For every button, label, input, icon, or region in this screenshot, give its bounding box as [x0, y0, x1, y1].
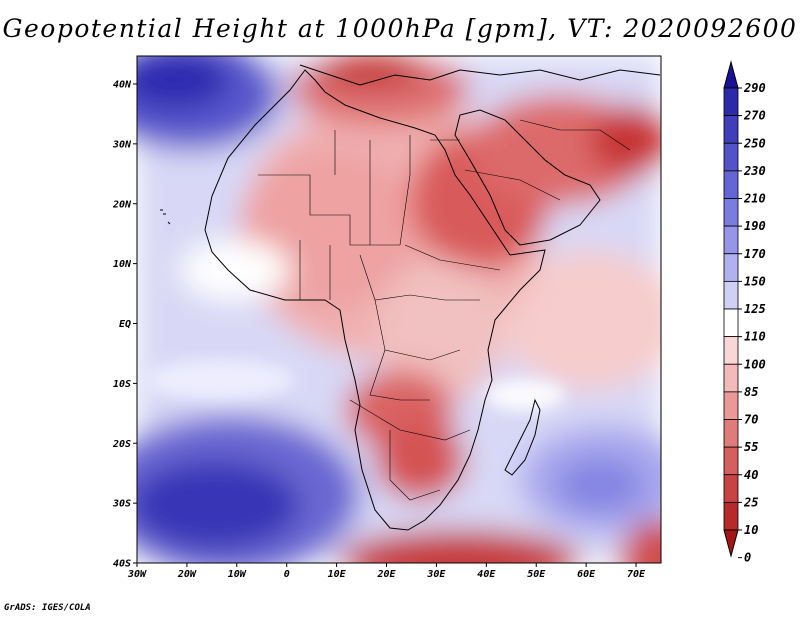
colorbar-label: 290	[743, 81, 766, 95]
colorbar-label: 85	[744, 385, 758, 399]
colorbar-segment	[723, 170, 739, 199]
colorbar-label: 170	[744, 247, 766, 261]
country-borders	[258, 119, 631, 501]
colorbar: 2902702502302101901701501251101008570554…	[723, 60, 766, 565]
colorbar-label: 100	[744, 357, 766, 371]
colorbar-label: 25	[743, 495, 758, 509]
colorbar-segment	[723, 198, 739, 227]
grads-credit: GrADS: IGES/COLA	[4, 603, 91, 613]
europe-coastline	[299, 64, 661, 86]
lon-tick-label: 70E	[627, 569, 646, 580]
colorbar-segment	[723, 363, 739, 393]
colorbar-label: 230	[743, 164, 766, 178]
lat-tick-label: 20N	[112, 199, 132, 210]
lon-tick-label: 10W	[228, 569, 247, 580]
lon-tick-label: 0	[284, 569, 290, 580]
colorbar-segment	[723, 419, 739, 448]
arabia-coastline	[454, 109, 601, 246]
lon-tick-label: 50E	[527, 569, 546, 580]
colorbar-bottom-arrow	[723, 529, 739, 558]
lat-tick-label: 30S	[112, 499, 131, 510]
lat-tick-label: 40N	[113, 80, 132, 91]
africa-coastline	[204, 69, 546, 531]
colorbar-top-arrow	[723, 60, 739, 89]
lon-tick-label: 60E	[577, 569, 596, 580]
colorbar-segment	[723, 225, 739, 255]
latitude-axis: 40N 30N 20N 10N EQ 10S 20S 30S 40S	[112, 80, 137, 570]
colorbar-segment	[723, 115, 739, 144]
lon-tick-label: 20W	[177, 569, 197, 580]
lat-tick-label: 20S	[112, 439, 131, 450]
colorbar-segment	[723, 87, 739, 117]
lon-tick-label: 30W	[127, 569, 147, 580]
cape-verde-islands	[160, 209, 171, 225]
lat-tick-label: 10S	[113, 379, 131, 390]
colorbar-label: 10	[744, 523, 758, 537]
lat-tick-label: EQ	[119, 319, 131, 330]
colorbar-label: 250	[743, 136, 766, 150]
lon-tick-label: 20E	[376, 569, 396, 580]
coastlines	[160, 64, 661, 531]
colorbar-label: 40	[744, 468, 758, 482]
lon-tick-label: 40E	[477, 569, 496, 580]
colorbar-label: 210	[743, 192, 766, 206]
lat-tick-label: 40S	[113, 559, 131, 570]
geopotential-field	[137, 56, 661, 563]
colorbar-segment	[723, 280, 739, 310]
lat-tick-label: 10N	[113, 259, 132, 270]
colorbar-segment	[723, 253, 739, 282]
colorbar-label: 0	[744, 551, 751, 565]
colorbar-segment	[723, 142, 739, 172]
colorbar-label: 110	[744, 330, 766, 344]
lon-tick-label: 30E	[426, 569, 446, 580]
lat-tick-label: 30N	[112, 139, 132, 150]
lon-tick-label: 10E	[328, 569, 347, 580]
colorbar-label: 270	[743, 109, 766, 123]
colorbar-segment	[723, 308, 739, 338]
colorbar-label: 190	[744, 219, 766, 233]
colorbar-label: 70	[744, 413, 758, 427]
map-frame	[136, 55, 662, 564]
colorbar-segment	[723, 446, 739, 476]
colorbar-segment	[723, 336, 739, 365]
colorbar-label: 125	[744, 302, 766, 316]
madagascar-coastline	[504, 398, 541, 476]
longitude-axis: 30W 20W 10W 0 10E 20E 30E 40E 50E 60E 70E	[127, 563, 646, 580]
colorbar-label: 55	[744, 440, 758, 454]
colorbar-segment	[723, 474, 739, 503]
colorbar-label: 150	[744, 274, 766, 288]
colorbar-segment	[723, 501, 739, 531]
colorbar-segment	[723, 391, 739, 420]
map-title: Geopotential Height at 1000hPa [gpm], VT…	[2, 14, 798, 43]
